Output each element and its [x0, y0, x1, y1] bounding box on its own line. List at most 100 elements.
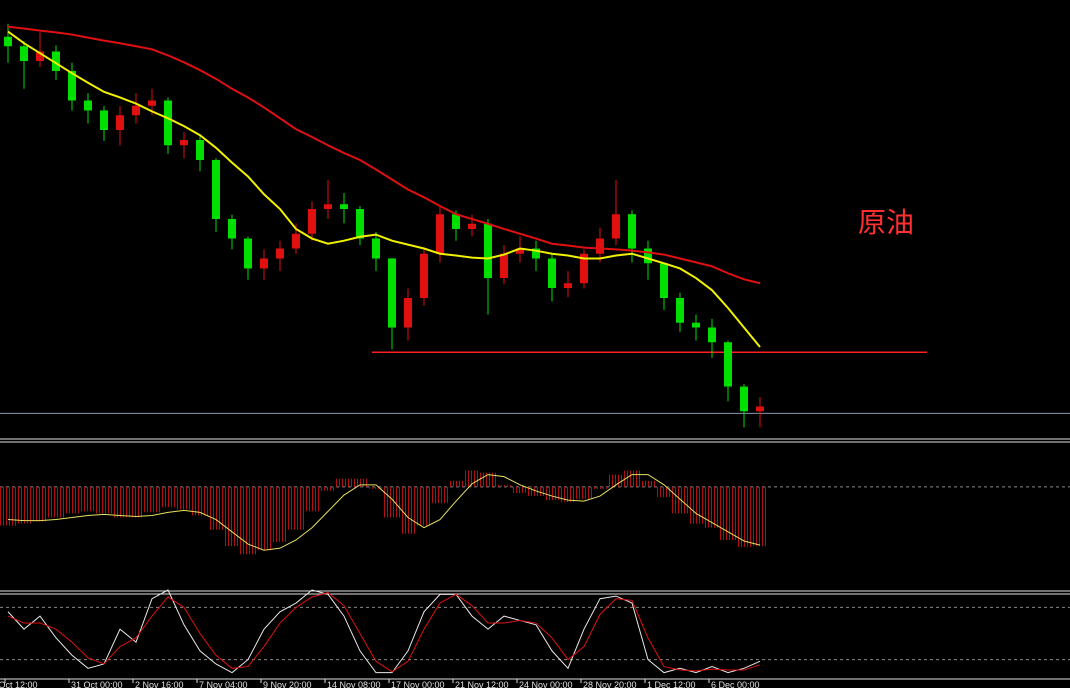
x-tick-label: 7 Nov 04:00	[199, 680, 248, 688]
x-tick-label: 1 Dec 12:00	[647, 680, 696, 688]
macd-bar	[336, 478, 352, 487]
candle-body	[660, 263, 668, 298]
macd-bar	[48, 486, 64, 518]
macd-bar	[320, 486, 336, 491]
macd-bar	[112, 486, 128, 518]
macd-bar	[608, 474, 624, 487]
macd-bar	[496, 484, 512, 487]
macd-bar	[304, 486, 320, 512]
candle-body	[580, 253, 588, 284]
candle-body	[740, 386, 748, 412]
macd-bar	[368, 486, 384, 489]
macd-bar	[160, 486, 176, 508]
x-tick-label: 14 Nov 08:00	[327, 680, 381, 688]
macd-bar	[288, 486, 304, 530]
macd-bar	[32, 486, 48, 522]
macd-bar	[272, 486, 288, 543]
macd-bar	[432, 486, 448, 504]
candle-body	[564, 283, 572, 289]
macd-bar	[240, 486, 256, 555]
candle-body	[420, 253, 428, 298]
macd-bar	[576, 486, 592, 500]
candle-body	[100, 110, 108, 131]
macd-bar	[384, 486, 400, 518]
stoch-line	[7, 592, 761, 673]
macd-bar	[656, 486, 672, 498]
x-tick-label: 9 Nov 20:00	[263, 680, 312, 688]
candle-body	[244, 238, 252, 269]
candle-body	[452, 214, 460, 229]
candle-body	[180, 140, 188, 146]
candle-body	[228, 219, 236, 239]
x-tick-label: 6 Dec 00:00	[711, 680, 760, 688]
candle-body	[484, 223, 492, 279]
candle-body	[132, 105, 140, 116]
candle-body	[388, 258, 396, 328]
macd-bar	[736, 486, 752, 548]
candle-body	[68, 71, 76, 101]
macd-bar	[448, 480, 464, 487]
candle-body	[20, 46, 28, 62]
candle-body	[724, 342, 732, 387]
candle-body	[644, 248, 652, 264]
candle-body	[628, 214, 636, 249]
candle-body	[276, 248, 284, 259]
candle-body	[516, 248, 524, 254]
candle-body	[260, 258, 268, 269]
moving-average	[7, 30, 761, 348]
macd-bar	[672, 486, 688, 514]
candle-body	[164, 100, 172, 146]
macd-bar	[64, 486, 80, 514]
macd-bar	[80, 486, 96, 512]
candle-body	[468, 223, 476, 229]
x-tick-label: 28 Nov 20:00	[583, 680, 637, 688]
candle-body	[308, 209, 316, 234]
macd-bar	[688, 486, 704, 524]
annotation: 原油	[858, 206, 914, 239]
x-tick-label: 21 Nov 12:00	[455, 680, 509, 688]
candle-body	[372, 238, 380, 259]
macd-bar	[480, 472, 496, 487]
candle-body	[324, 204, 332, 210]
candle-body	[596, 238, 604, 254]
candle-body	[356, 209, 364, 239]
candle-body	[676, 297, 684, 323]
macd-bar	[256, 486, 272, 551]
macd-bar	[400, 486, 416, 534]
candle-body	[292, 233, 300, 249]
candle-body	[708, 327, 716, 343]
candle-body	[212, 159, 220, 219]
macd-bar	[224, 486, 240, 547]
macd-bar	[512, 486, 528, 493]
candle-body	[36, 51, 44, 62]
macd-bar	[192, 486, 208, 516]
macd-bar	[752, 486, 768, 547]
macd-bar	[208, 486, 224, 530]
macd-bar	[720, 486, 736, 540]
macd-bar	[0, 486, 16, 526]
moving-average	[7, 25, 761, 285]
candle-body	[612, 214, 620, 239]
candle-body	[404, 297, 412, 328]
macd-bar	[640, 480, 656, 487]
candle-body	[532, 248, 540, 259]
x-tick-label: 25 Oct 12:00	[0, 680, 38, 688]
macd-bar	[560, 486, 576, 503]
macd-bar	[96, 486, 112, 514]
candle-body	[84, 100, 92, 111]
stoch-line	[7, 589, 761, 674]
macd-bar	[352, 478, 368, 487]
macd-bar	[144, 486, 160, 513]
candle-body	[756, 406, 764, 412]
candle-body	[116, 115, 124, 131]
macd-bar	[592, 486, 608, 489]
candle-body	[52, 51, 60, 72]
candle-body	[340, 204, 348, 210]
x-tick-label: 31 Oct 00:00	[71, 680, 123, 688]
macd-bar	[544, 486, 560, 501]
x-tick-label: 17 Nov 00:00	[391, 680, 445, 688]
candle-body	[196, 140, 204, 160]
macd-bar	[464, 470, 480, 487]
